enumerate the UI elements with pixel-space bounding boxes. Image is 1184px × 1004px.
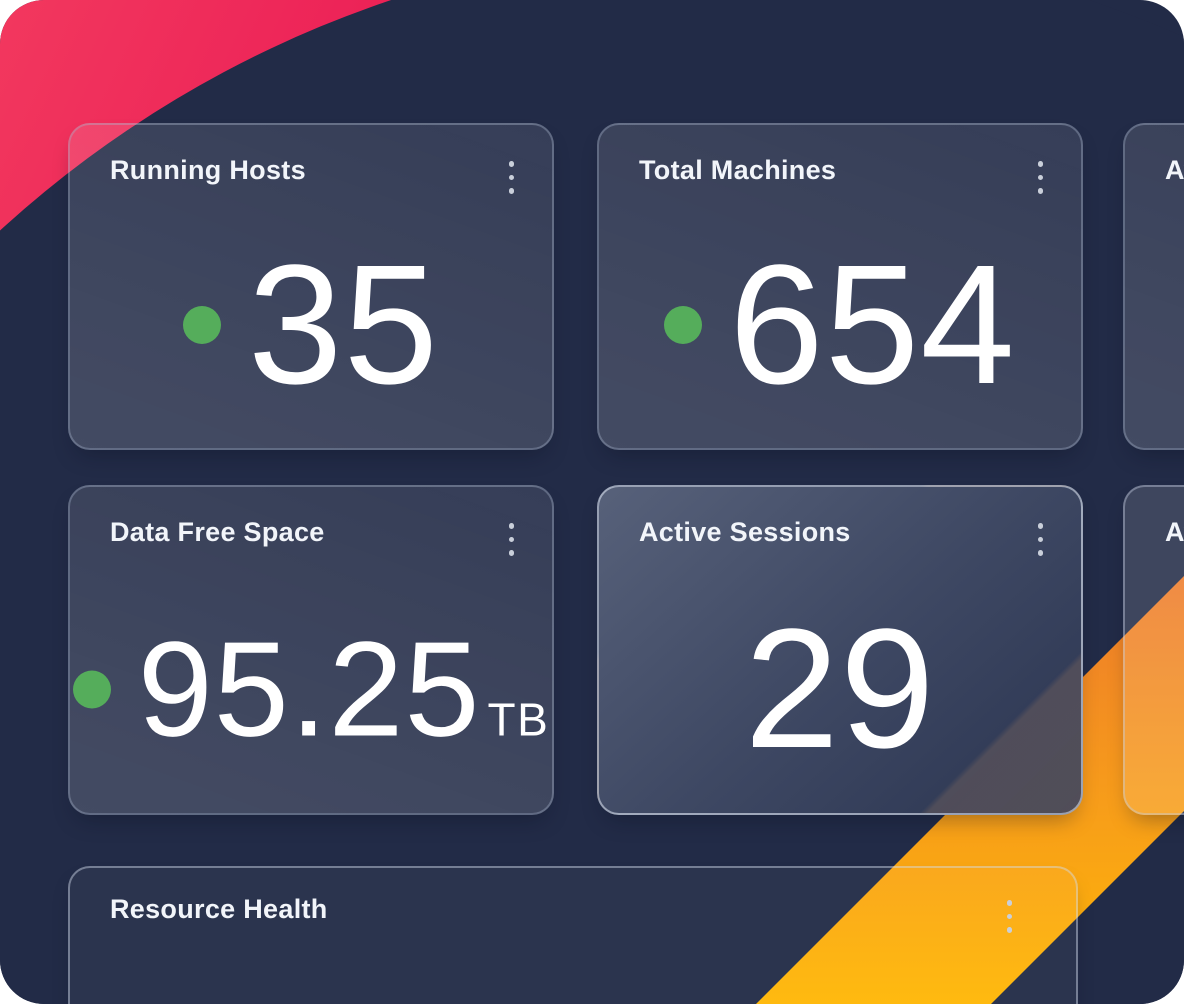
metric-value-row: 95.25 TB: [70, 622, 552, 757]
card-title: Data Free Space: [110, 517, 325, 547]
card-total-machines[interactable]: Total Machines 654: [597, 123, 1083, 450]
card-title: Av: [1165, 517, 1184, 547]
metric-value: 654: [729, 230, 1016, 421]
card-title: Running Hosts: [110, 155, 306, 185]
card-title: Total Machines: [639, 155, 837, 185]
status-dot: [182, 306, 221, 345]
status-dot: [664, 306, 703, 345]
kebab-menu-icon[interactable]: [507, 159, 517, 196]
card-title: Active Sessions: [639, 517, 851, 547]
metric-value-row: 29: [599, 604, 1081, 774]
status-dot: [72, 670, 111, 709]
metric-value-row: 654: [599, 240, 1081, 410]
kebab-menu-icon[interactable]: [1036, 159, 1046, 196]
kebab-menu-icon[interactable]: [1036, 521, 1046, 558]
card-title: Resource Health: [110, 894, 328, 924]
kebab-menu-icon[interactable]: [1005, 898, 1015, 935]
card-available-top[interactable]: Av: [1123, 123, 1184, 450]
kebab-menu-icon[interactable]: [507, 521, 517, 558]
metric-value: 95.25: [137, 613, 481, 765]
card-running-hosts[interactable]: Running Hosts 35: [68, 123, 554, 450]
metric-value: 35: [247, 230, 440, 421]
card-resource-health[interactable]: Resource Health: [68, 866, 1078, 1004]
card-available-bottom[interactable]: Av: [1123, 485, 1184, 815]
card-data-free-space[interactable]: Data Free Space 95.25 TB: [68, 485, 554, 815]
card-title: Av: [1165, 155, 1184, 185]
metric-value-row: 35: [70, 240, 552, 410]
metric-unit: TB: [487, 693, 550, 746]
metric-value: 29: [744, 594, 936, 785]
card-active-sessions[interactable]: Active Sessions 29: [597, 485, 1083, 815]
